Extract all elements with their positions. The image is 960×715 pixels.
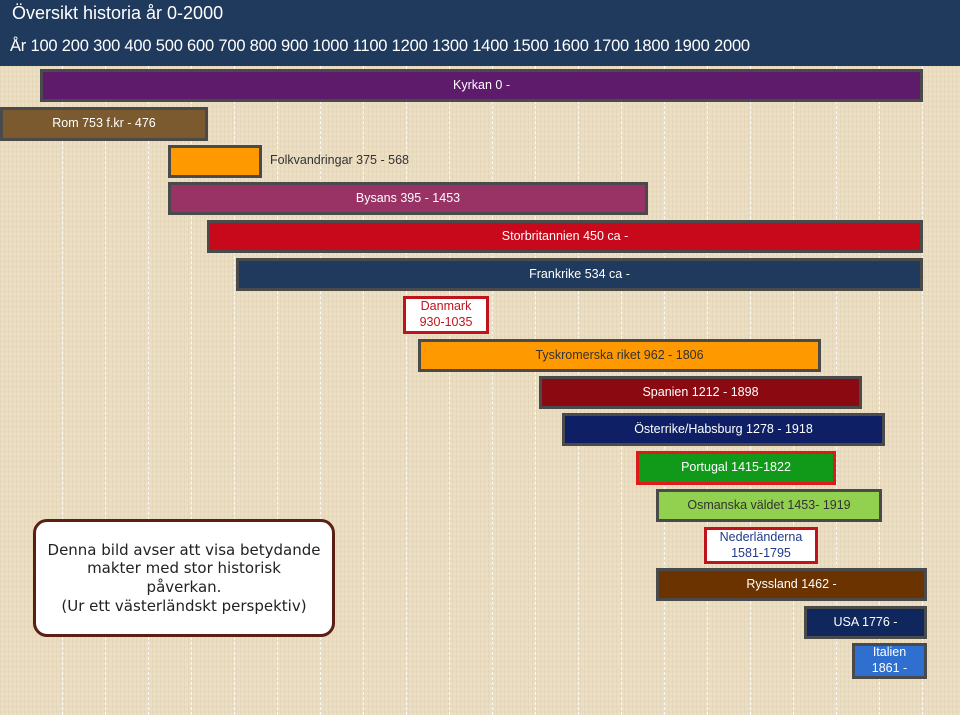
bar-label: Frankrike 534 ca -: [529, 266, 630, 281]
bar-label: Österrike/Habsburg 1278 - 1918: [634, 421, 813, 436]
bar-folkvandringar: [168, 145, 262, 178]
bar-label: Ryssland 1462 -: [746, 576, 837, 591]
header-banner: Översikt historia år 0-2000 År 100 200 3…: [0, 0, 960, 66]
bar-rom: Rom 753 f.kr - 476: [0, 107, 208, 141]
bar-label: Tyskromerska riket 962 - 1806: [535, 347, 704, 362]
note-line-2: makter med stor historisk: [87, 559, 281, 578]
bar-frankrike: Frankrike 534 ca -: [236, 258, 923, 291]
bar-label-line2: 1861 -: [871, 661, 908, 675]
bar-nederlanderna: Nederländerna 1581-1795: [704, 527, 818, 564]
note-line-1: Denna bild avser att visa betydande: [47, 540, 321, 559]
bar-ryssland: Ryssland 1462 -: [656, 568, 927, 601]
gridline: [191, 66, 192, 715]
bar-bysans: Bysans 395 - 1453: [168, 182, 648, 215]
bar-label: Kyrkan 0 -: [453, 77, 510, 92]
gridline: [406, 66, 407, 715]
note-line-3: påverkan.: [146, 578, 222, 596]
gridline: [62, 66, 63, 715]
bar-usa: USA 1776 -: [804, 606, 927, 639]
bar-tyskromerska: Tyskromerska riket 962 - 1806: [418, 339, 821, 372]
bar-label-line2: 1581-1795: [731, 545, 791, 560]
bar-label: Spanien 1212 - 1898: [642, 384, 759, 399]
gridline: [449, 66, 450, 715]
bar-osterrike: Österrike/Habsburg 1278 - 1918: [562, 413, 885, 446]
gridline: [234, 66, 235, 715]
bar-label-line1: Danmark: [420, 299, 472, 314]
gridline: [879, 66, 880, 715]
bar-danmark: Danmark 930-1035: [403, 296, 489, 334]
bar-label: USA 1776 -: [833, 614, 898, 629]
bar-osmanska: Osmanska väldet 1453- 1919: [656, 489, 882, 522]
bar-portugal: Portugal 1415-1822: [636, 451, 836, 485]
bar-spanien: Spanien 1212 - 1898: [539, 376, 862, 409]
gridline: [922, 66, 923, 715]
gridline: [492, 66, 493, 715]
note-line-4: (Ur ett västerländskt perspektiv): [61, 596, 307, 615]
bar-kyrkan: Kyrkan 0 -: [40, 69, 923, 102]
gridline: [363, 66, 364, 715]
bar-label-line1: Italien: [872, 645, 907, 660]
folkvandringar-label: Folkvandringar 375 - 568: [270, 153, 409, 167]
bar-label: Rom 753 f.kr - 476: [52, 116, 156, 131]
explanation-note: Denna bild avser att visa betydande makt…: [33, 519, 335, 637]
bar-label-line2: 930-1035: [419, 315, 473, 329]
bar-label: Bysans 395 - 1453: [355, 190, 461, 205]
bar-label-line1: Nederländerna: [719, 529, 803, 544]
gridline: [535, 66, 536, 715]
bar-label: Storbritannien 450 ca -: [501, 228, 629, 243]
bar-label: Osmanska väldet 1453- 1919: [687, 497, 851, 512]
bar-italien: Italien 1861 -: [852, 643, 927, 679]
year-scale: År 100 200 300 400 500 600 700 800 900 1…: [10, 37, 750, 55]
gridline: [320, 66, 321, 715]
gridline: [105, 66, 106, 715]
gridline: [148, 66, 149, 715]
bar-storbritannien: Storbritannien 450 ca -: [207, 220, 923, 253]
bar-label: Portugal 1415-1822: [681, 460, 791, 475]
gridline: [277, 66, 278, 715]
page-title: Översikt historia år 0-2000: [12, 3, 224, 23]
